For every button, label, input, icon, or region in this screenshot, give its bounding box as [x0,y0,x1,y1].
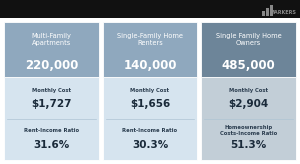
Bar [103,77,197,160]
Text: Monthly Cost: Monthly Cost [130,88,170,93]
Bar [4,22,99,77]
Text: MARKERS: MARKERS [269,10,296,15]
Bar [201,77,296,160]
Text: $2,904: $2,904 [229,99,269,109]
Bar [0,0,300,18]
Text: Rent-Income Ratio: Rent-Income Ratio [24,128,79,133]
Text: 140,000: 140,000 [123,59,177,72]
Bar [4,77,99,160]
Text: Monthly Cost: Monthly Cost [229,88,268,93]
Text: Single-Family Home
Renters: Single-Family Home Renters [117,33,183,46]
Bar [201,22,296,77]
Text: 30.3%: 30.3% [132,140,168,150]
Text: Single Family Home
Owners: Single Family Home Owners [216,33,281,46]
Bar [262,11,265,16]
Text: 51.3%: 51.3% [230,140,267,150]
Bar [270,5,273,16]
Text: 485,000: 485,000 [222,59,275,72]
Text: 220,000: 220,000 [25,59,78,72]
Text: Homeownership
Costs-Income Ratio: Homeownership Costs-Income Ratio [220,125,277,136]
Bar [266,8,269,16]
Text: Monthly Cost: Monthly Cost [32,88,71,93]
Text: 31.6%: 31.6% [33,140,70,150]
Text: $1,727: $1,727 [31,99,72,109]
Text: Rent-Income Ratio: Rent-Income Ratio [122,128,178,133]
Text: $1,656: $1,656 [130,99,170,109]
Text: Multi-Family
Apartments: Multi-Family Apartments [32,33,71,46]
Bar [103,22,197,77]
